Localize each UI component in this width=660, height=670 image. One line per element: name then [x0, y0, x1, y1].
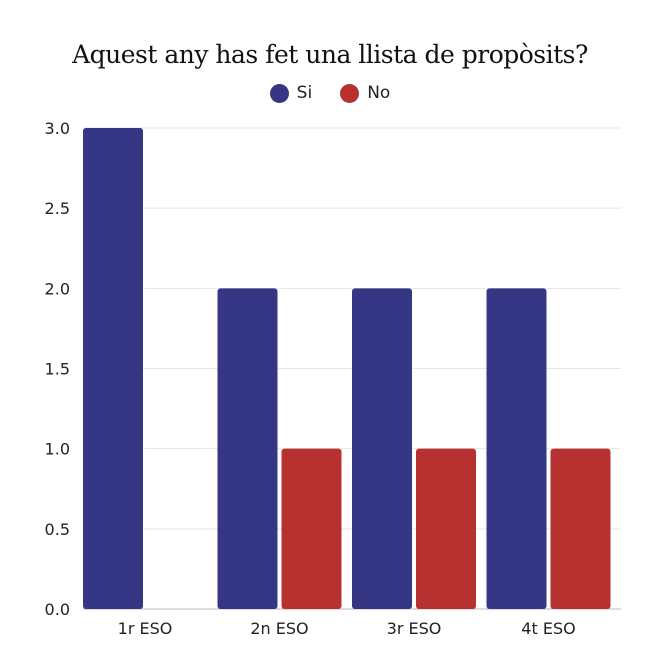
bar-no — [550, 448, 611, 609]
y-tick-label: 2.5 — [45, 199, 70, 218]
x-tick-label: 1r ESO — [118, 619, 173, 638]
bar-si — [83, 128, 143, 609]
legend-item-no[interactable]: No — [340, 83, 390, 103]
legend-item-si[interactable]: Si — [269, 83, 313, 103]
y-tick-label: 1.0 — [45, 440, 70, 459]
y-tick-label: 1.5 — [45, 360, 70, 379]
legend-label-no: No — [367, 83, 391, 103]
bar-si — [217, 288, 278, 609]
x-tick-label: 2n ESO — [250, 619, 308, 638]
legend: Si No — [0, 83, 660, 103]
legend-label-si: Si — [296, 83, 313, 103]
legend-swatch-no — [340, 83, 360, 103]
x-tick-label: 3r ESO — [387, 619, 442, 638]
legend-swatch-si — [269, 83, 289, 103]
bar-no — [416, 448, 476, 609]
x-tick-label: 4t ESO — [521, 619, 575, 638]
bar-si — [486, 288, 547, 609]
y-tick-label: 3.0 — [45, 119, 70, 138]
bar-si — [352, 288, 412, 609]
bar-no — [281, 448, 342, 609]
y-tick-label: 0.0 — [45, 600, 70, 619]
y-tick-label: 0.5 — [45, 520, 70, 539]
chart-title: Aquest any has fet una llista de propòsi… — [72, 40, 588, 69]
y-tick-label: 2.0 — [45, 279, 70, 298]
